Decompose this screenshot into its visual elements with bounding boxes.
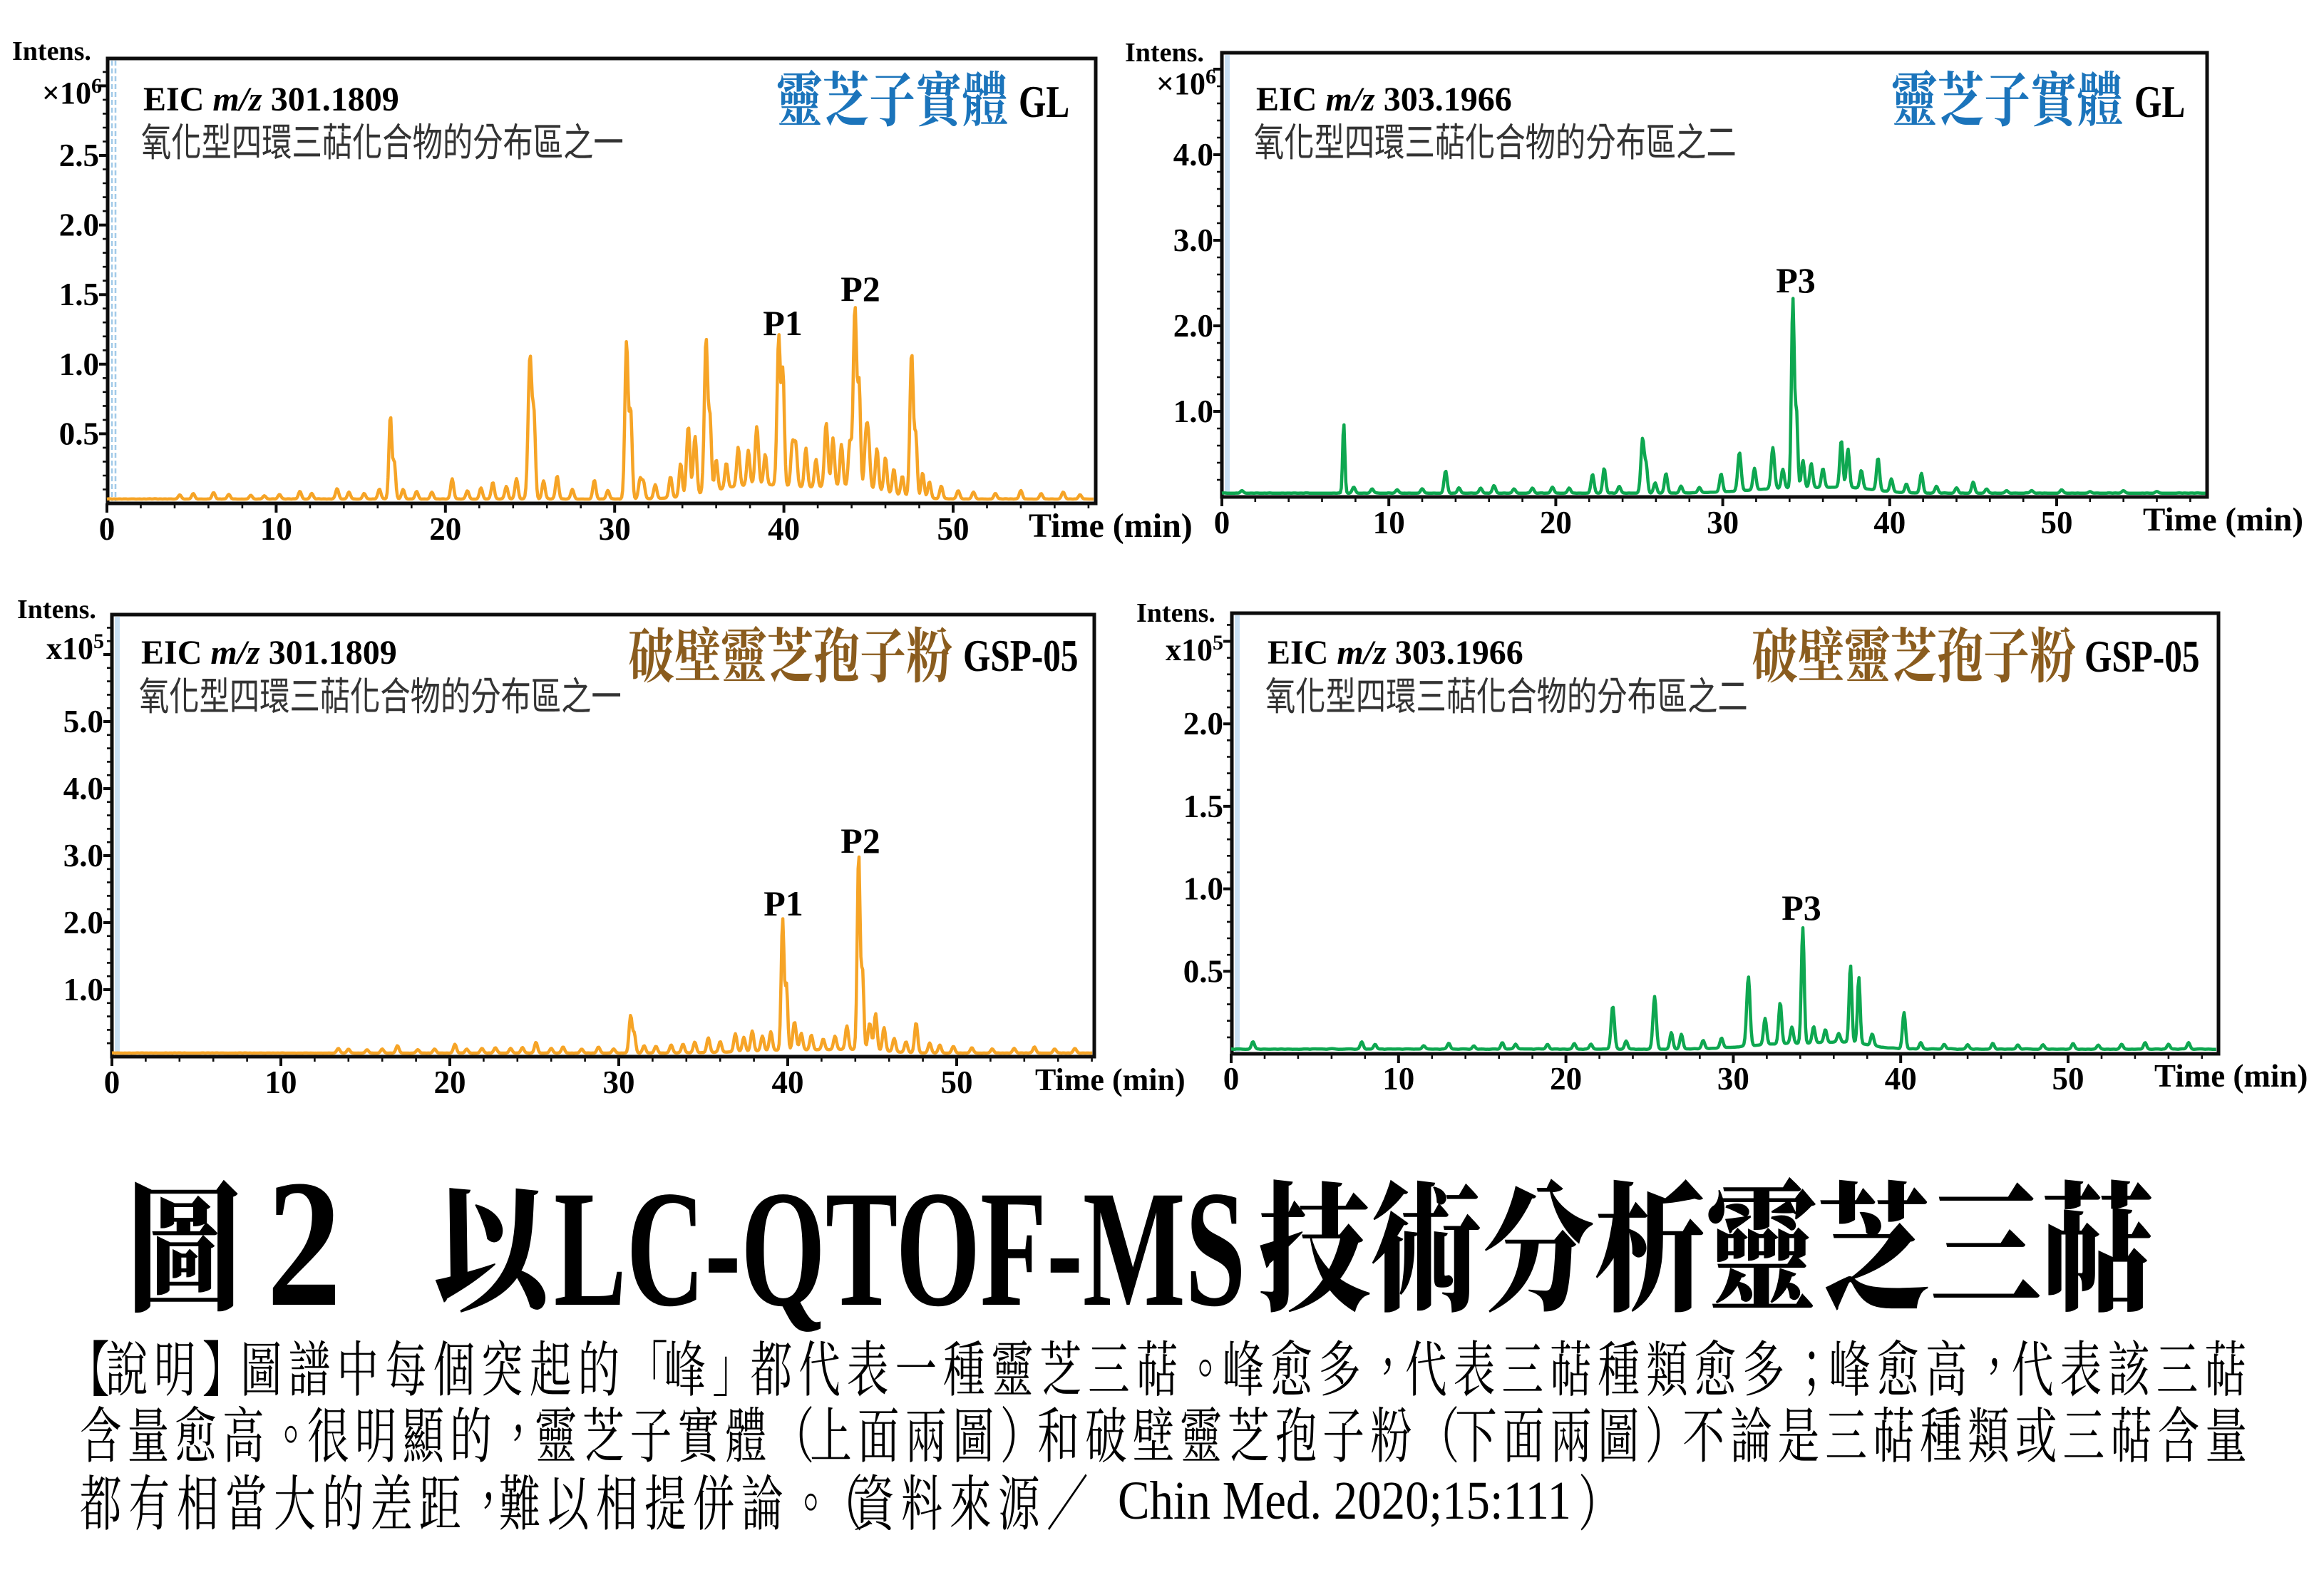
svg-text:0: 0	[104, 1064, 120, 1100]
svg-text:Intens.: Intens.	[1125, 38, 1204, 68]
svg-text:50: 50	[2041, 505, 2073, 540]
svg-text:Time (min): Time (min)	[2154, 1058, 2308, 1094]
svg-text:0.5: 0.5	[59, 416, 99, 451]
svg-text:20: 20	[429, 511, 461, 547]
svg-text:20: 20	[434, 1064, 466, 1100]
svg-text:P1: P1	[763, 303, 803, 343]
svg-text:3.0: 3.0	[63, 838, 103, 873]
svg-text:10: 10	[265, 1064, 297, 1100]
svg-text:P1: P1	[763, 883, 803, 923]
svg-text:30: 30	[1707, 505, 1739, 540]
svg-text:×106: ×106	[1156, 65, 1216, 101]
svg-text:1.0: 1.0	[59, 347, 99, 382]
svg-text:1.0: 1.0	[63, 972, 103, 1007]
svg-text:EIC m/z 303.1966: EIC m/z 303.1966	[1256, 81, 1512, 118]
svg-text:20: 20	[1540, 505, 1572, 540]
svg-text:0: 0	[1223, 1061, 1240, 1097]
svg-text:50: 50	[2052, 1061, 2084, 1097]
svg-text:GL: GL	[2134, 77, 2185, 128]
svg-text:30: 30	[1717, 1061, 1749, 1097]
svg-text:3.0: 3.0	[1173, 222, 1213, 258]
svg-text:40: 40	[768, 511, 800, 547]
svg-text:P2: P2	[840, 821, 880, 861]
svg-text:P2: P2	[840, 269, 880, 309]
svg-text:Chin Med. 2020;15:111: Chin Med. 2020;15:111	[1118, 1471, 1571, 1531]
svg-text:Intens.: Intens.	[17, 595, 96, 625]
svg-text:2.0: 2.0	[1173, 308, 1213, 344]
svg-text:2.0: 2.0	[1183, 706, 1223, 742]
svg-text:P3: P3	[1781, 888, 1821, 928]
svg-text:40: 40	[772, 1064, 804, 1100]
svg-text:0.5: 0.5	[1183, 953, 1223, 989]
svg-text:10: 10	[1382, 1061, 1414, 1097]
svg-text:GL: GL	[1019, 77, 1069, 128]
svg-text:Time (min): Time (min)	[2143, 501, 2303, 538]
svg-text:GSP-05: GSP-05	[963, 631, 1079, 682]
svg-text:Intens.: Intens.	[12, 36, 91, 66]
svg-text:x105: x105	[46, 630, 104, 666]
svg-text:Time (min): Time (min)	[1029, 507, 1193, 545]
svg-text:1.0: 1.0	[1183, 871, 1223, 907]
svg-text:20: 20	[1550, 1061, 1582, 1097]
svg-text:0: 0	[1214, 505, 1230, 540]
svg-text:30: 30	[599, 511, 631, 547]
svg-text:2: 2	[267, 1141, 341, 1344]
svg-text:10: 10	[260, 511, 292, 547]
svg-text:1.0: 1.0	[1173, 394, 1213, 429]
svg-text:EIC m/z 301.1809: EIC m/z 301.1809	[141, 634, 397, 672]
svg-text:5.0: 5.0	[63, 704, 103, 739]
svg-text:2.0: 2.0	[59, 207, 99, 243]
svg-text:P3: P3	[1776, 260, 1816, 300]
svg-text:EIC m/z 303.1966: EIC m/z 303.1966	[1268, 634, 1523, 672]
svg-text:40: 40	[1885, 1061, 1917, 1097]
svg-text:10: 10	[1373, 505, 1405, 540]
svg-text:4.0: 4.0	[1173, 137, 1213, 173]
svg-text:2.0: 2.0	[63, 905, 103, 940]
svg-text:2.5: 2.5	[59, 138, 99, 173]
svg-text:LC-QTOF-MS: LC-QTOF-MS	[554, 1156, 1245, 1341]
svg-text:GSP-05: GSP-05	[2084, 632, 2200, 682]
svg-text:x105: x105	[1166, 631, 1223, 667]
svg-text:1.5: 1.5	[1183, 789, 1223, 824]
svg-text:×106: ×106	[42, 74, 102, 111]
svg-text:0: 0	[99, 511, 115, 547]
svg-text:4.0: 4.0	[63, 771, 103, 806]
svg-text:EIC m/z 301.1809: EIC m/z 301.1809	[143, 81, 399, 118]
svg-text:50: 50	[937, 511, 970, 547]
svg-text:40: 40	[1873, 505, 1906, 540]
svg-text:50: 50	[941, 1064, 973, 1100]
svg-text:Intens.: Intens.	[1136, 598, 1215, 628]
svg-text:Time (min): Time (min)	[1035, 1062, 1186, 1097]
svg-text:1.5: 1.5	[59, 277, 99, 312]
svg-text:30: 30	[603, 1064, 635, 1100]
